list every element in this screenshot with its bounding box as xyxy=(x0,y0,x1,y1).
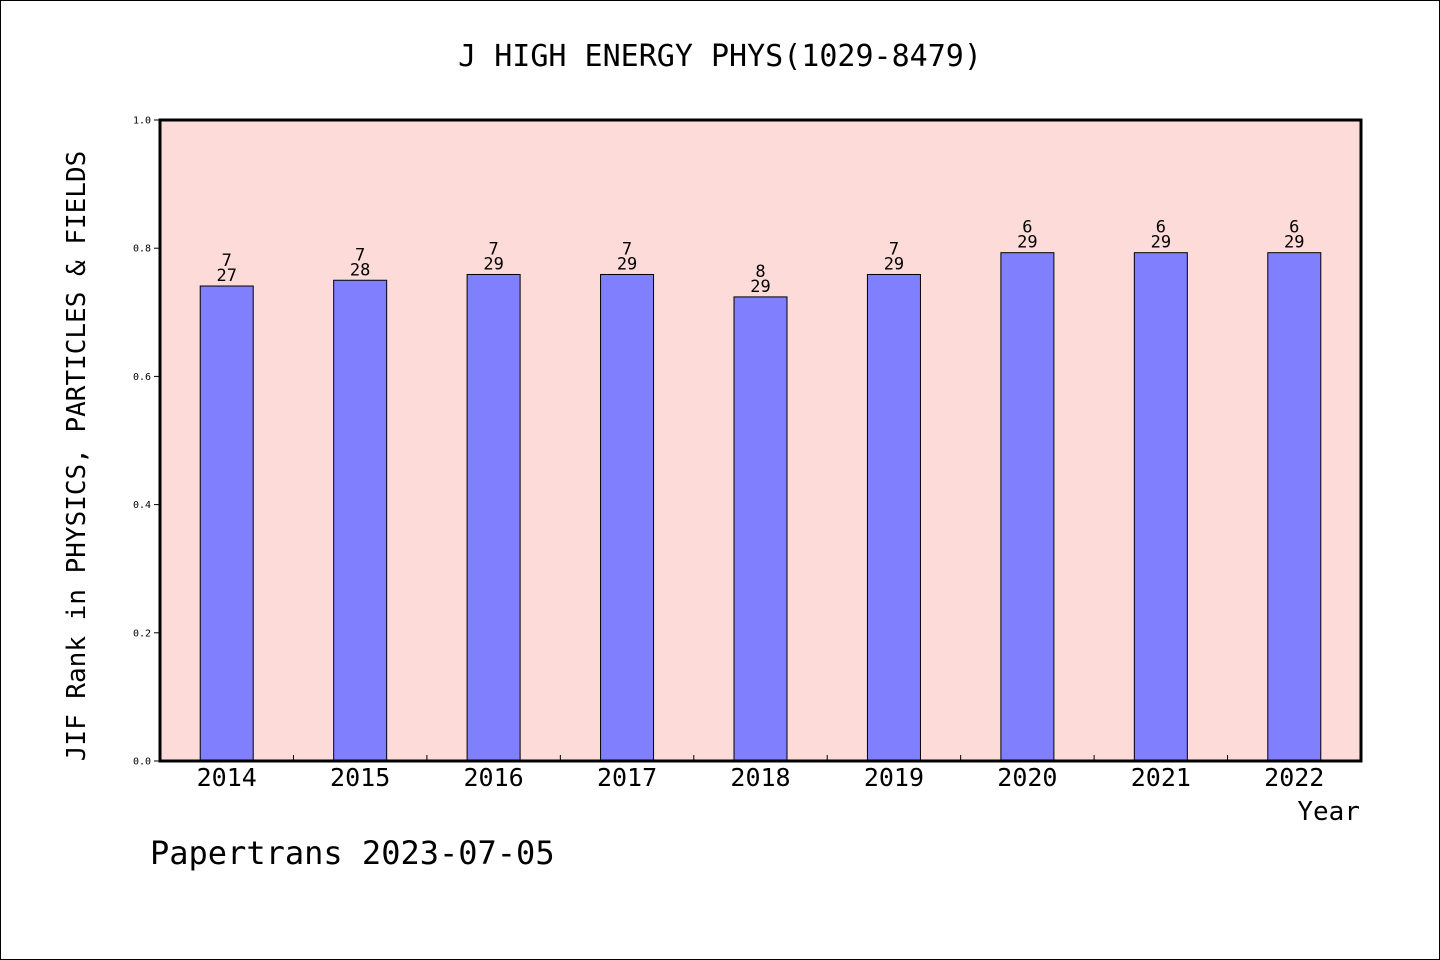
bar-total-label: 29 xyxy=(1017,233,1037,253)
bar-rank-label: 7 xyxy=(488,239,498,259)
x-tick-label: 2022 xyxy=(1264,763,1324,792)
x-tick-label: 2020 xyxy=(997,763,1057,792)
bar-total-label: 29 xyxy=(617,254,637,274)
y-tick-label: 0.8 xyxy=(133,244,151,255)
bar-rank-label: 7 xyxy=(622,239,632,259)
bar-2022 xyxy=(1267,252,1322,762)
bar-rank-label: 6 xyxy=(1022,218,1032,238)
x-tick-label: 2019 xyxy=(864,763,924,792)
plot-border xyxy=(158,118,1363,763)
x-axis-label: Year xyxy=(1297,797,1360,827)
bar-2015 xyxy=(333,279,388,762)
y-tick-label: 0.6 xyxy=(133,372,151,383)
bar-total-label: 29 xyxy=(1151,233,1171,253)
x-tick-label: 2016 xyxy=(464,763,524,792)
bar-rank-label: 6 xyxy=(1289,218,1299,238)
bar-total-label: 29 xyxy=(483,254,503,274)
bar-2019 xyxy=(866,273,921,762)
y-tick-label: 0.2 xyxy=(133,628,151,639)
bar-total-label: 27 xyxy=(216,266,236,286)
bar-2017 xyxy=(600,273,655,762)
x-tick-label: 2015 xyxy=(330,763,390,792)
bar-rank-label: 7 xyxy=(222,251,232,271)
y-tick-label: 1.0 xyxy=(133,116,151,127)
footer-text: Papertrans 2023-07-05 xyxy=(150,834,555,872)
y-tick-label: 0.0 xyxy=(133,757,151,768)
x-tick-label: 2017 xyxy=(597,763,657,792)
x-tick-label: 2021 xyxy=(1131,763,1191,792)
bar-2016 xyxy=(466,273,521,762)
bar-rank-label: 7 xyxy=(889,239,899,259)
bar-2014 xyxy=(199,285,254,762)
bar-rank-label: 7 xyxy=(355,245,365,265)
y-axis-label: JIF Rank in PHYSICS, PARTICLES & FIELDS xyxy=(62,151,92,761)
bar-total-label: 29 xyxy=(884,254,904,274)
x-tick-label: 2018 xyxy=(730,763,790,792)
bar-2021 xyxy=(1133,252,1188,762)
bar-total-label: 29 xyxy=(750,277,770,297)
bar-2018 xyxy=(733,296,788,762)
bar-2020 xyxy=(1000,252,1055,762)
bar-total-label: 28 xyxy=(350,260,370,280)
x-tick-label: 2014 xyxy=(197,763,257,792)
bar-rank-label: 8 xyxy=(755,262,765,282)
bar-total-label: 29 xyxy=(1284,233,1304,253)
y-tick-label: 0.4 xyxy=(133,500,151,511)
chart-title: J HIGH ENERGY PHYS(1029-8479) xyxy=(458,39,982,74)
x-axis-ticks: 2014 2015 2016 2017 2018 2019 2020 2021 2022 xyxy=(197,755,1324,792)
y-axis-ticks: 0.0 0.2 0.4 0.6 0.8 1.0 xyxy=(133,116,160,768)
bar-rank-label: 6 xyxy=(1156,218,1166,238)
bars-group xyxy=(199,252,1322,762)
